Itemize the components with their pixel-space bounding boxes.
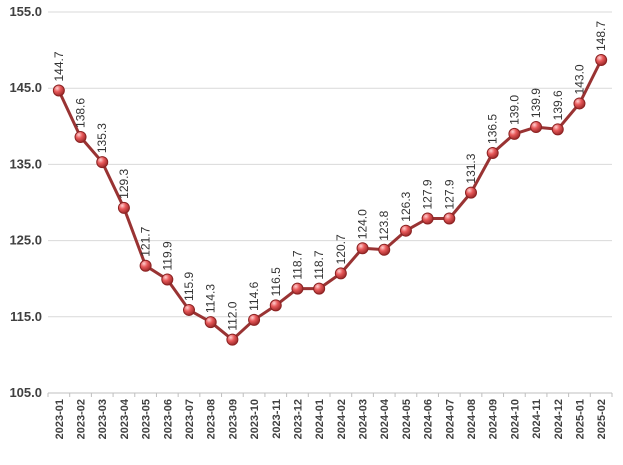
data-label: 136.5: [486, 114, 500, 144]
data-label: 116.5: [269, 267, 283, 296]
data-label: 144.7: [52, 51, 66, 81]
x-tick-label: 2023-11: [271, 399, 283, 439]
data-label: 123.8: [377, 210, 391, 240]
data-point: [573, 97, 586, 110]
data-point: [551, 123, 564, 136]
data-label: 114.6: [247, 281, 261, 310]
data-label: 135.3: [95, 123, 109, 153]
x-tick-label: 2024-07: [444, 399, 456, 439]
data-label: 127.9: [442, 179, 456, 209]
data-label: 118.7: [312, 250, 326, 279]
y-tick-label: 105.0: [9, 385, 42, 400]
data-label: 148.7: [594, 21, 608, 51]
y-tick-label: 145.0: [9, 80, 42, 95]
x-tick-label: 2024-01: [314, 399, 326, 439]
x-tick-label: 2025-02: [596, 399, 608, 439]
x-tick-label: 2023-07: [184, 399, 196, 439]
x-tick-label: 2024-05: [401, 399, 413, 439]
x-tick-label: 2023-02: [76, 399, 88, 439]
data-point: [204, 316, 217, 329]
data-point: [378, 243, 391, 256]
data-point: [313, 282, 326, 295]
data-point: [486, 146, 499, 159]
x-tick-label: 2024-03: [358, 399, 370, 439]
data-label: 115.9: [182, 271, 196, 300]
data-point: [269, 299, 282, 312]
data-label: 129.3: [117, 168, 131, 198]
x-tick-label: 2023-06: [162, 399, 174, 439]
data-label: 143.0: [572, 64, 586, 94]
data-label: 139.9: [529, 88, 543, 118]
data-point: [421, 212, 434, 225]
x-tick-label: 2023-10: [249, 399, 261, 439]
data-label: 127.9: [421, 179, 435, 209]
data-label: 138.6: [74, 98, 88, 128]
data-point: [291, 282, 304, 295]
data-point: [530, 121, 543, 134]
data-point: [356, 242, 369, 255]
x-tick-label: 2024-02: [336, 399, 348, 439]
x-tick-label: 2024-10: [509, 399, 521, 439]
x-tick-label: 2024-11: [531, 399, 543, 439]
data-point: [399, 224, 412, 237]
data-label: 124.0: [356, 209, 370, 239]
data-label: 114.3: [204, 284, 218, 313]
data-point: [595, 54, 608, 67]
x-tick-label: 2023-08: [206, 399, 218, 439]
x-tick-label: 2024-09: [488, 399, 500, 439]
y-tick-label: 125.0: [9, 233, 42, 248]
x-axis: 2023-01 2023-02 2023-03 2023-04 2023-05 2023-…: [47, 392, 613, 439]
x-tick-label: 2024-04: [379, 398, 391, 439]
data-point: [161, 273, 174, 286]
gridlines: [48, 11, 612, 394]
data-point: [52, 84, 65, 97]
y-tick-label: 155.0: [9, 4, 42, 19]
x-tick-label: 2023-03: [97, 399, 109, 439]
x-tick-label: 2025-01: [574, 399, 586, 439]
x-tick-label: 2023-12: [292, 399, 304, 439]
data-point: [508, 127, 521, 140]
data-point: [117, 201, 130, 214]
y-axis: 105.0 115.0 125.0 135.0 145.0 155.0: [9, 4, 42, 400]
data-label: 131.3: [464, 153, 478, 183]
data-label: 121.7: [139, 226, 153, 256]
data-point: [443, 212, 456, 225]
data-labels: 144.7 138.6 135.3 129.3 121.7 119.9 115.9 114.3…: [52, 21, 608, 331]
data-label: 112.0: [225, 301, 239, 330]
data-label: 119.9: [160, 241, 174, 270]
data-label: 139.0: [507, 95, 521, 125]
data-point: [465, 186, 477, 199]
data-point: [334, 267, 347, 280]
x-tick-label: 2024-06: [423, 399, 435, 439]
data-point: [248, 313, 261, 326]
y-tick-label: 135.0: [9, 156, 42, 171]
x-tick-label: 2024-08: [466, 399, 478, 439]
data-label: 126.3: [399, 191, 413, 221]
x-tick-label: 2024-12: [553, 399, 565, 439]
x-tick-label: 2023-01: [54, 399, 66, 439]
y-tick-label: 115.0: [10, 309, 42, 324]
data-point: [96, 156, 109, 169]
x-tick-label: 2023-04: [119, 398, 131, 439]
data-point: [226, 333, 239, 346]
data-label: 139.6: [551, 90, 565, 120]
data-point: [74, 130, 87, 143]
data-label: 120.7: [334, 234, 348, 264]
series-markers: [52, 54, 608, 346]
x-tick-label: 2023-05: [141, 399, 153, 439]
data-point: [139, 259, 152, 272]
data-label: 118.7: [290, 250, 304, 279]
data-point: [183, 303, 195, 316]
x-tick-label: 2023-09: [227, 399, 239, 439]
